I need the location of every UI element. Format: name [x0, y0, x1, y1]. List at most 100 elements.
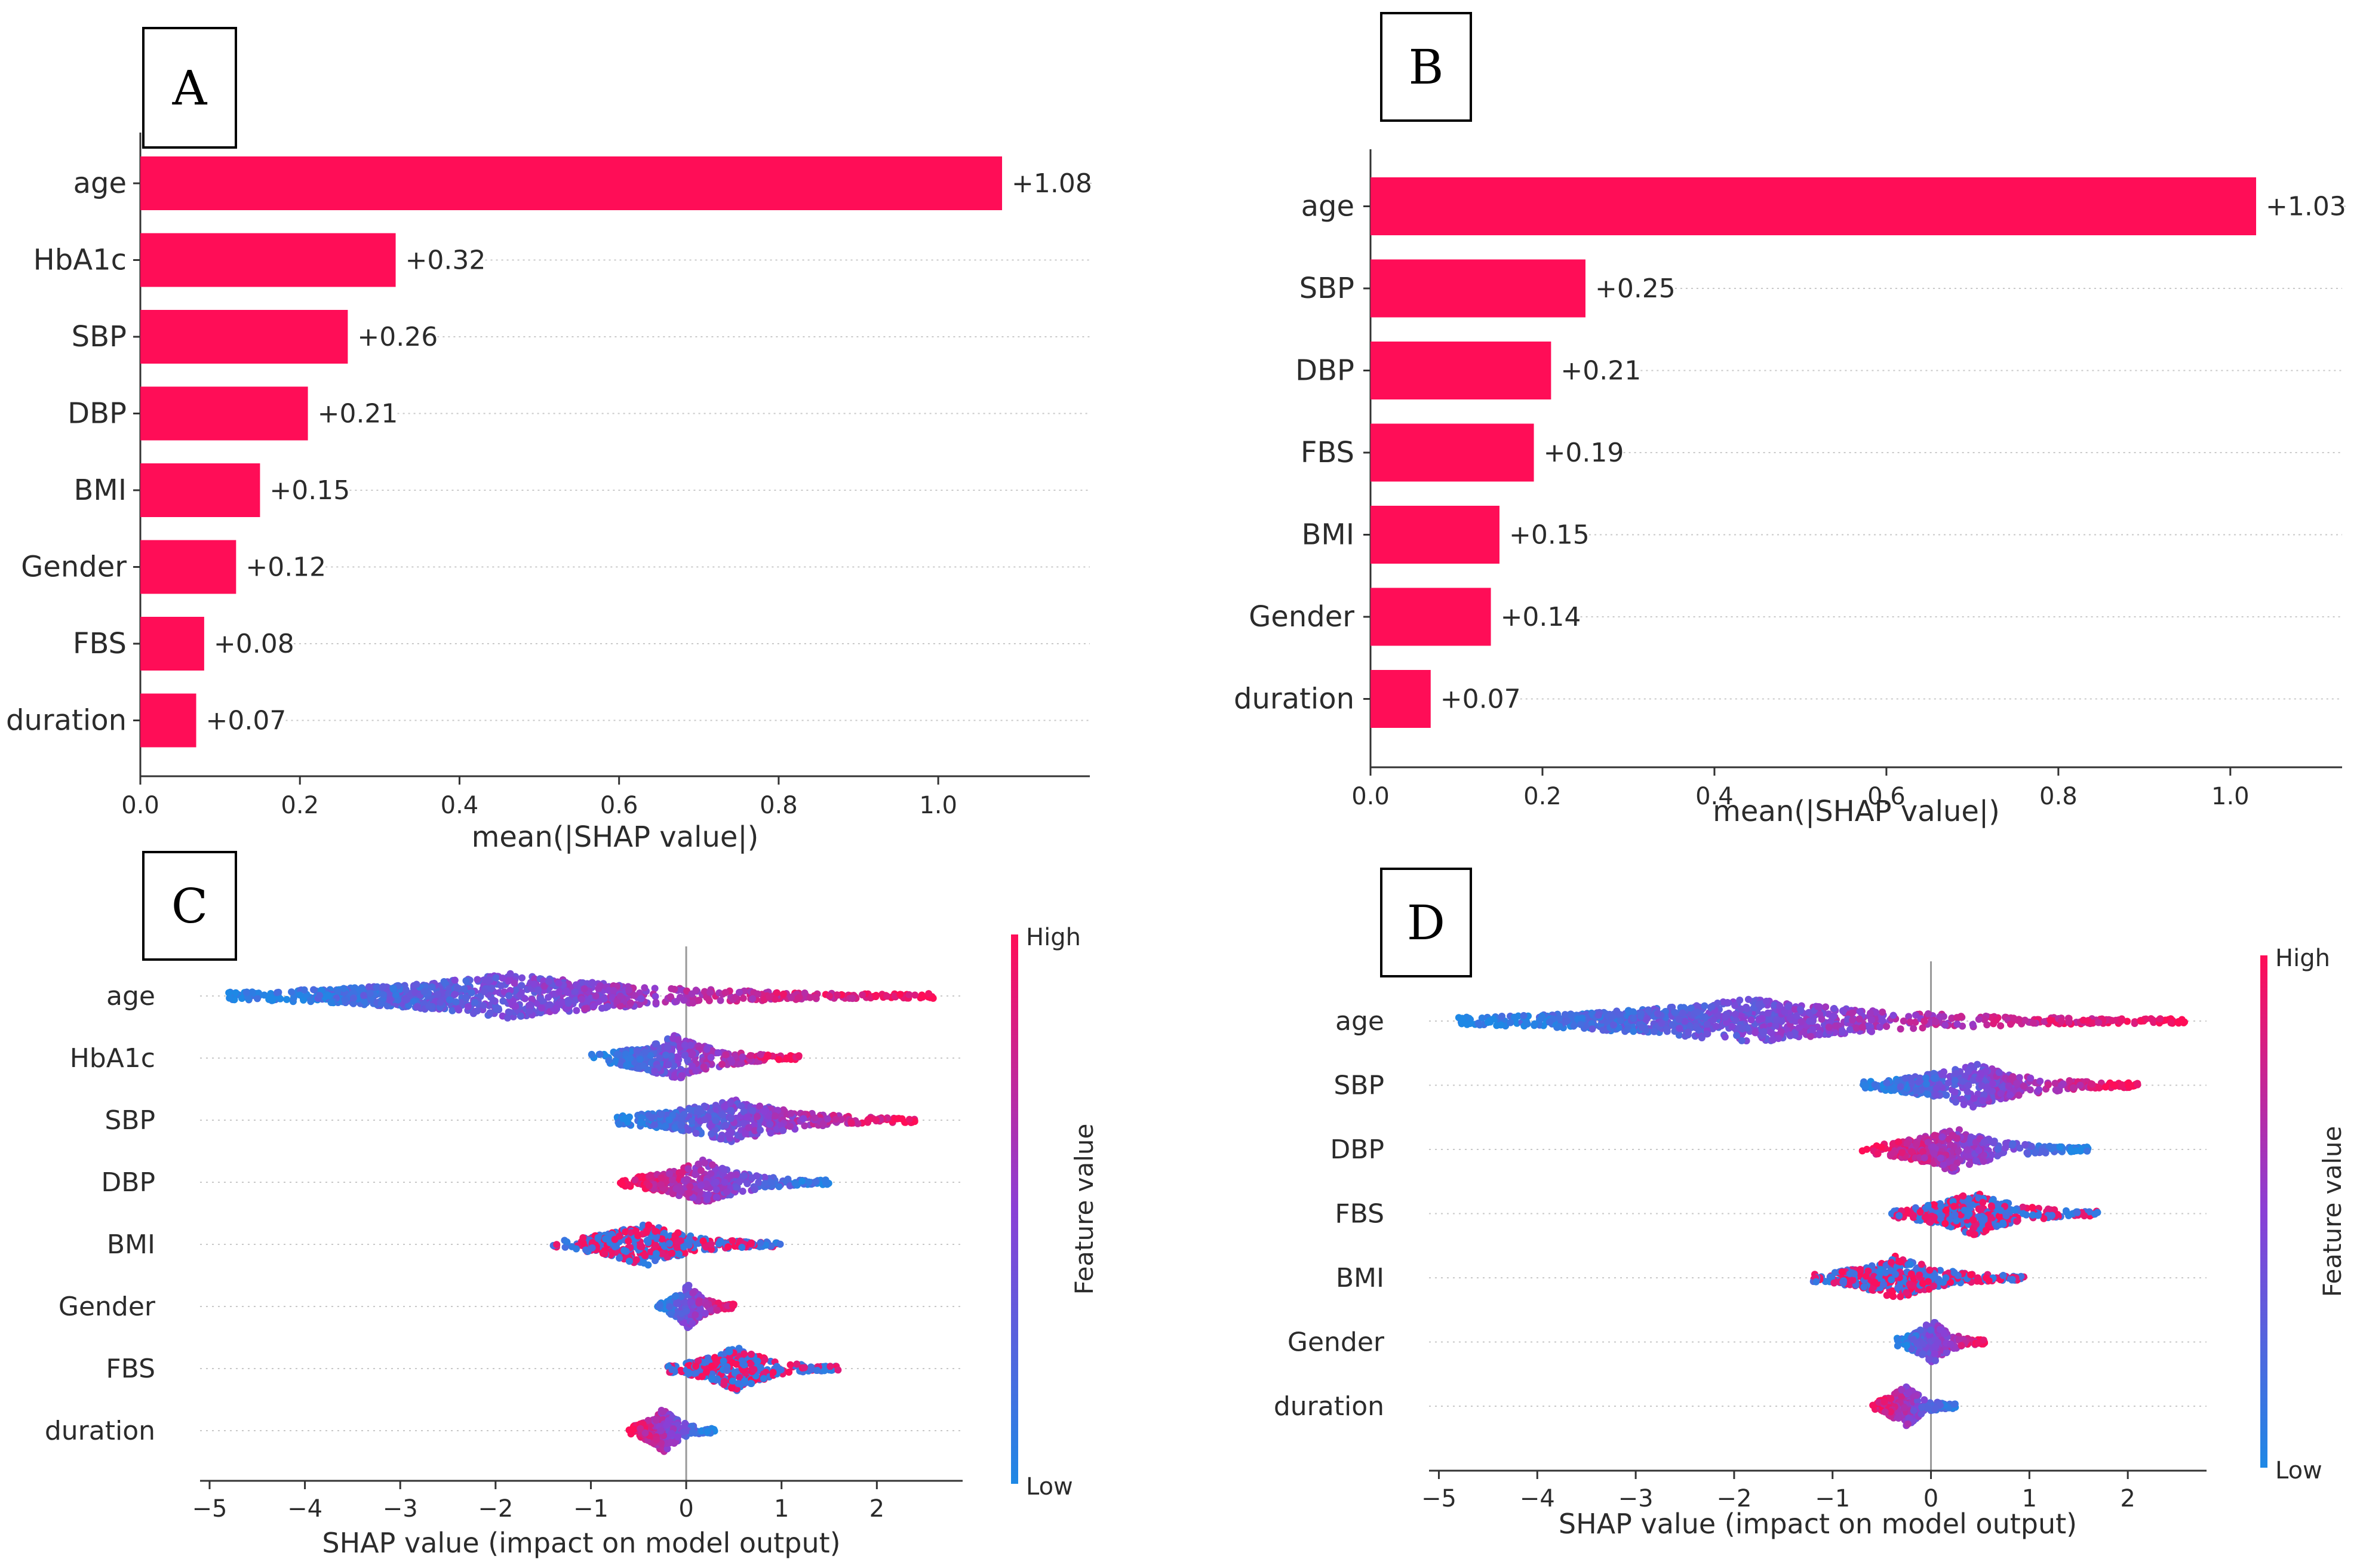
x-tick-label: −1 — [573, 1495, 609, 1523]
beeswarm-point — [722, 1121, 730, 1129]
beeswarm-point — [1932, 1018, 1940, 1026]
beeswarm-point — [2064, 1014, 2072, 1022]
beeswarm-point — [505, 992, 513, 1000]
beeswarm-point — [377, 1000, 385, 1007]
beeswarm-point — [625, 1237, 632, 1245]
beeswarm-point — [573, 1007, 580, 1014]
beeswarm-point — [448, 1007, 456, 1014]
bar-age — [140, 156, 1003, 210]
beeswarm-point — [668, 1429, 676, 1437]
panel-c-label-box — [142, 851, 237, 961]
beeswarm-point — [739, 1188, 746, 1195]
beeswarm-point — [833, 991, 841, 999]
beeswarm-point — [1957, 1013, 1965, 1020]
bar-bmi — [1371, 506, 1499, 564]
beeswarm-point — [1676, 1025, 1683, 1032]
beeswarm-point — [692, 1311, 699, 1319]
beeswarm-point — [379, 983, 387, 991]
x-tick-label: 0.6 — [1867, 783, 1906, 810]
beeswarm-point — [300, 996, 308, 1004]
beeswarm-point — [795, 1052, 803, 1060]
beeswarm-point — [689, 1050, 696, 1057]
beeswarm-point — [692, 1362, 700, 1370]
beeswarm-point — [1883, 1023, 1891, 1031]
category-label: age — [73, 167, 127, 200]
beeswarm-point — [1736, 997, 1744, 1004]
beeswarm-point — [659, 1408, 666, 1416]
beeswarm-point — [276, 995, 284, 1003]
beeswarm-point — [474, 1007, 481, 1014]
beeswarm-point — [564, 1000, 572, 1007]
x-tick-label: −5 — [192, 1495, 227, 1523]
beeswarm-point — [594, 1234, 602, 1241]
beeswarm-point — [1613, 1007, 1621, 1015]
beeswarm-point — [1458, 1014, 1466, 1022]
beeswarm-point — [645, 1221, 653, 1229]
beeswarm-point — [681, 1052, 689, 1059]
beeswarm-point — [695, 1160, 702, 1168]
colorbar — [1011, 934, 1018, 1484]
feature-label: age — [1335, 1006, 1384, 1037]
beeswarm-point — [733, 1360, 740, 1368]
beeswarm-point — [413, 1003, 421, 1010]
beeswarm-point — [1738, 1037, 1746, 1044]
beeswarm-point — [1856, 1008, 1864, 1016]
beeswarm-point — [684, 1281, 692, 1289]
beeswarm-point — [641, 1252, 649, 1259]
beeswarm-point — [610, 986, 617, 994]
beeswarm-point — [248, 988, 256, 996]
beeswarm-point — [526, 1001, 534, 1009]
beeswarm-point — [896, 991, 904, 998]
beeswarm-point — [1489, 1015, 1497, 1023]
beeswarm-point — [708, 1130, 715, 1138]
beeswarm-point — [805, 1178, 813, 1186]
panel-c-label: C — [171, 878, 208, 934]
beeswarm-point — [1498, 1012, 1506, 1020]
beeswarm-point — [611, 1235, 619, 1243]
beeswarm-point — [242, 989, 250, 997]
beeswarm-point — [698, 1373, 706, 1381]
beeswarm-point — [540, 982, 548, 990]
beeswarm-point — [579, 1234, 587, 1241]
category-label: Gender — [21, 551, 127, 584]
beeswarm-point — [664, 1043, 672, 1051]
beeswarm-point — [1731, 1001, 1739, 1009]
beeswarm-point — [738, 1059, 745, 1067]
bar-value-label: +0.08 — [214, 629, 294, 659]
bar-duration — [1371, 670, 1431, 728]
x-tick-label: 2 — [869, 1495, 884, 1523]
x-tick-label: 0.4 — [1695, 783, 1734, 810]
category-label: BMI — [74, 474, 127, 507]
beeswarm-point — [413, 980, 420, 988]
beeswarm-point — [771, 1112, 779, 1120]
beeswarm-point — [739, 1360, 747, 1368]
beeswarm-point — [2109, 1017, 2116, 1025]
beeswarm-point — [588, 979, 596, 986]
beeswarm-point — [849, 995, 856, 1003]
beeswarm-point — [687, 1298, 695, 1306]
beeswarm-point — [743, 1180, 751, 1188]
beeswarm-point — [812, 994, 819, 1001]
beeswarm-point — [1786, 1031, 1793, 1039]
bar-value-label: +0.21 — [1560, 356, 1641, 386]
beeswarm-point — [1866, 1009, 1874, 1017]
beeswarm-point — [795, 994, 803, 1001]
beeswarm-point — [1767, 1029, 1775, 1037]
beeswarm-point — [812, 1177, 820, 1185]
bar-value-label: +0.07 — [1440, 684, 1521, 715]
beeswarm-point — [1747, 1016, 1755, 1024]
category-label: FBS — [73, 627, 127, 660]
beeswarm-point — [389, 984, 397, 992]
beeswarm-point — [402, 996, 410, 1004]
beeswarm-point — [533, 1000, 541, 1007]
beeswarm-point — [471, 998, 478, 1006]
beeswarm-point — [1776, 1002, 1784, 1010]
beeswarm-point — [767, 1129, 775, 1137]
beeswarm-point — [703, 1427, 711, 1435]
beeswarm-point — [919, 992, 927, 1000]
beeswarm-point — [546, 1001, 554, 1009]
beeswarm-point — [1570, 1022, 1578, 1029]
beeswarm-point — [598, 1004, 606, 1012]
beeswarm-point — [703, 1046, 711, 1053]
beeswarm-point — [1703, 1030, 1711, 1038]
